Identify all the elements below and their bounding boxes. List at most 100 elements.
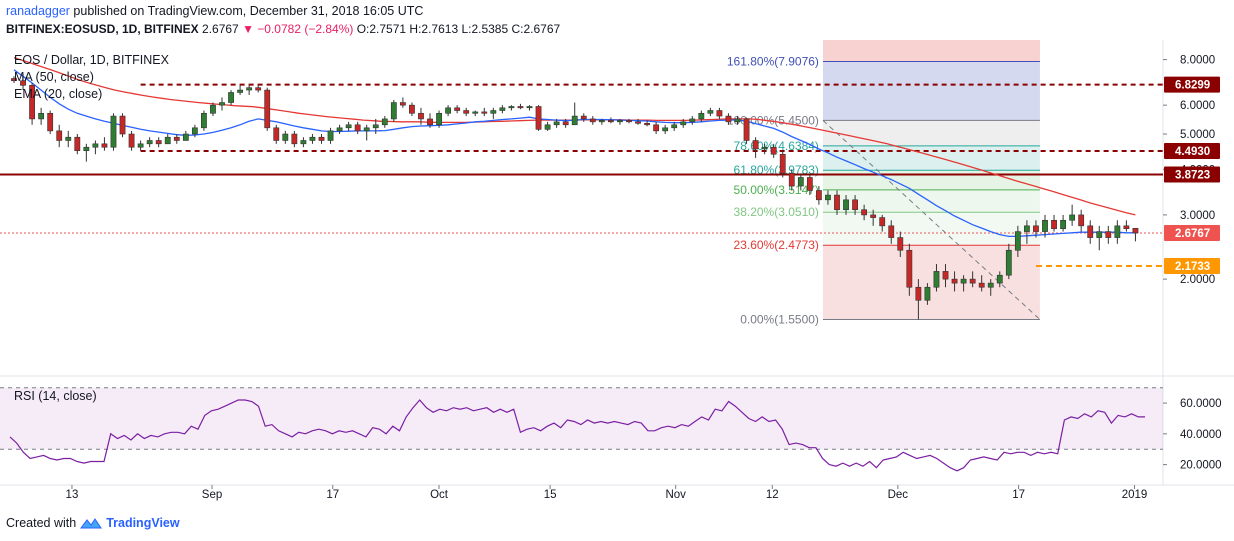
candle-body	[996, 274, 1003, 284]
candle	[698, 110, 705, 122]
last-price: 2.6767	[202, 22, 239, 36]
candle-body	[689, 118, 696, 123]
candle-body	[1096, 231, 1103, 238]
publish-info: ranadagger published on TradingView.com,…	[6, 4, 423, 18]
candle-body	[418, 112, 424, 120]
candle-body	[770, 146, 777, 155]
candle-body	[1051, 219, 1057, 229]
footer-prefix: Created with	[6, 516, 77, 530]
candle	[65, 130, 72, 148]
candle-body	[445, 107, 452, 114]
candle	[725, 113, 732, 125]
candle	[535, 105, 542, 131]
candle	[291, 130, 298, 148]
candle	[969, 271, 976, 288]
candle-body	[56, 130, 63, 141]
candle	[372, 118, 379, 135]
candle	[707, 107, 714, 117]
candle-body	[626, 120, 632, 123]
candle-body	[1014, 231, 1021, 251]
candle	[553, 118, 560, 128]
candle-body	[571, 115, 578, 126]
candle	[834, 190, 840, 215]
candle	[517, 103, 524, 110]
candle	[879, 214, 886, 232]
candle-body	[680, 121, 687, 126]
candle	[20, 74, 26, 91]
candle	[472, 110, 479, 117]
candle-body	[644, 123, 650, 126]
candle	[309, 134, 316, 144]
x-tick-label: Nov	[665, 489, 686, 501]
candle-body	[797, 177, 804, 187]
chart-labels: EOS / Dollar, 1D, BITFINEX MA (50, close…	[14, 53, 170, 403]
candle-body	[427, 118, 433, 126]
candle-body	[381, 118, 388, 126]
candle-body	[1078, 214, 1085, 227]
candle	[219, 97, 225, 111]
x-tick-label: Dec	[888, 489, 909, 501]
candle-body	[852, 199, 858, 211]
x-tick-label: Oct	[430, 489, 449, 501]
candle	[752, 137, 759, 158]
candle-body	[806, 177, 813, 191]
publisher-user[interactable]: ranadagger	[6, 4, 70, 18]
candle	[481, 107, 488, 117]
price-chart[interactable]: 161.80%(7.9076)100.00%(5.4500)78.60%(4.6…	[0, 40, 1234, 512]
candle	[1033, 220, 1039, 238]
fib-zone-382	[822, 212, 1040, 246]
candle-body	[110, 115, 117, 148]
candle-body	[363, 127, 370, 132]
candle-body	[119, 115, 126, 135]
fib-zone-500	[822, 189, 1040, 213]
candle	[182, 130, 189, 141]
x-tick-label: 12	[766, 489, 779, 501]
candle-body	[246, 87, 253, 91]
candle	[607, 117, 614, 124]
candle-body	[372, 124, 379, 129]
candle-body	[101, 143, 108, 148]
candle	[101, 137, 108, 151]
candle-body	[589, 118, 596, 123]
candle-body	[92, 143, 99, 148]
candle-body	[436, 112, 442, 126]
candle	[83, 143, 90, 162]
candle-body	[38, 112, 45, 120]
candle	[526, 105, 533, 111]
price-badge-label: 2.6767	[1175, 228, 1210, 240]
candle	[300, 137, 307, 148]
footer-brand[interactable]: TradingView	[106, 516, 180, 530]
x-axis: 13 Sep 17 Oct 15 Nov 12 Dec 17 2019	[0, 484, 1234, 501]
candle	[490, 107, 497, 119]
candle	[924, 283, 931, 305]
candle-body	[734, 118, 741, 123]
candle-body	[219, 102, 225, 106]
candle-body	[336, 127, 343, 132]
candle-body	[1024, 225, 1030, 232]
price-badge	[1164, 257, 1220, 274]
candle	[445, 105, 452, 117]
fib-level-label: 0.00%(1.5500)	[740, 312, 819, 326]
price-tick-label: 5.0000	[1180, 129, 1215, 141]
price-tick-label: 2.0000	[1180, 274, 1215, 286]
fib-level-label: 38.20%(3.0510)	[734, 205, 819, 219]
candle	[56, 124, 63, 148]
candle-body	[65, 136, 72, 141]
candle-body	[454, 107, 461, 111]
candle-body	[526, 106, 533, 109]
candle	[345, 121, 352, 131]
candle-body	[237, 89, 243, 93]
footer: Created with TradingView	[6, 516, 180, 530]
candle	[689, 116, 696, 125]
candle	[155, 137, 162, 148]
candle-body	[164, 136, 171, 145]
candle	[1005, 243, 1012, 280]
candle	[1069, 204, 1076, 226]
candle	[960, 275, 967, 292]
candle-body	[671, 124, 678, 129]
candle	[951, 271, 958, 292]
candle	[336, 124, 343, 135]
candle-body	[1005, 249, 1012, 276]
price-tick-label: 3.0000	[1180, 210, 1215, 222]
price-badge	[1164, 224, 1220, 241]
